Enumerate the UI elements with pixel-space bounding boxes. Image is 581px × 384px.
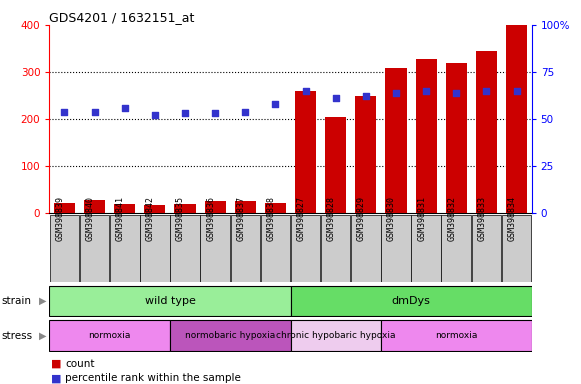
Text: stress: stress: [1, 331, 33, 341]
Text: GSM398827: GSM398827: [296, 196, 306, 241]
Bar: [502, 215, 531, 282]
Point: [271, 101, 280, 107]
Text: GSM398830: GSM398830: [387, 196, 396, 241]
Bar: [291, 215, 320, 282]
Bar: [114, 204, 135, 213]
Bar: [49, 320, 170, 351]
Point: [241, 108, 250, 114]
Point: [301, 88, 310, 94]
Bar: [49, 286, 290, 316]
Point: [210, 110, 220, 116]
Bar: [415, 59, 437, 213]
Bar: [231, 215, 260, 282]
Point: [90, 108, 99, 114]
Text: ■: ■: [51, 373, 62, 383]
Text: GSM398841: GSM398841: [116, 196, 125, 241]
Text: ▶: ▶: [39, 331, 46, 341]
Text: GSM398836: GSM398836: [206, 196, 215, 241]
Point: [451, 89, 461, 96]
Bar: [261, 215, 290, 282]
Text: GSM398831: GSM398831: [417, 196, 426, 241]
Text: GSM398829: GSM398829: [357, 196, 366, 241]
Bar: [472, 215, 501, 282]
Bar: [385, 68, 407, 213]
Bar: [321, 215, 350, 282]
Text: GSM398832: GSM398832: [447, 196, 456, 241]
Bar: [80, 215, 109, 282]
Point: [180, 110, 189, 116]
Bar: [290, 320, 381, 351]
Text: ■: ■: [51, 359, 62, 369]
Bar: [476, 51, 497, 213]
Text: GSM398835: GSM398835: [176, 196, 185, 241]
Point: [60, 108, 69, 114]
Bar: [356, 96, 376, 213]
Bar: [295, 91, 316, 213]
Bar: [84, 200, 105, 213]
Text: GSM398838: GSM398838: [267, 196, 275, 241]
Bar: [381, 320, 532, 351]
Text: dmDys: dmDys: [392, 296, 431, 306]
Bar: [290, 286, 532, 316]
Bar: [235, 201, 256, 213]
Text: normoxia: normoxia: [435, 331, 478, 340]
Bar: [446, 63, 467, 213]
Text: count: count: [65, 359, 95, 369]
Bar: [506, 25, 527, 213]
Bar: [325, 117, 346, 213]
Bar: [174, 204, 196, 213]
Bar: [140, 215, 170, 282]
Point: [421, 88, 431, 94]
Bar: [205, 201, 225, 213]
Point: [150, 112, 160, 118]
Text: GSM398840: GSM398840: [85, 196, 95, 241]
Text: GSM398834: GSM398834: [508, 196, 517, 241]
Text: GSM398833: GSM398833: [478, 196, 486, 241]
Bar: [54, 203, 75, 213]
Bar: [411, 215, 441, 282]
Text: GSM398842: GSM398842: [146, 196, 155, 241]
Bar: [442, 215, 471, 282]
Bar: [265, 203, 286, 213]
Point: [361, 93, 371, 99]
Text: percentile rank within the sample: percentile rank within the sample: [65, 373, 241, 383]
Bar: [170, 215, 200, 282]
Text: strain: strain: [1, 296, 31, 306]
Point: [392, 89, 401, 96]
Text: chronic hypobaric hypoxia: chronic hypobaric hypoxia: [276, 331, 396, 340]
Text: GSM398828: GSM398828: [327, 196, 336, 241]
Text: normoxia: normoxia: [88, 331, 131, 340]
Point: [512, 88, 521, 94]
Point: [331, 95, 340, 101]
Text: GSM398839: GSM398839: [55, 196, 64, 241]
Bar: [110, 215, 139, 282]
Text: wild type: wild type: [145, 296, 195, 306]
Bar: [381, 215, 411, 282]
Bar: [170, 320, 290, 351]
Text: normobaric hypoxia: normobaric hypoxia: [185, 331, 275, 340]
Text: GSM398837: GSM398837: [236, 196, 245, 241]
Point: [120, 105, 130, 111]
Bar: [144, 205, 166, 213]
Bar: [50, 215, 79, 282]
Bar: [351, 215, 381, 282]
Point: [482, 88, 491, 94]
Text: ▶: ▶: [39, 296, 46, 306]
Text: GDS4201 / 1632151_at: GDS4201 / 1632151_at: [49, 12, 195, 25]
Bar: [200, 215, 230, 282]
